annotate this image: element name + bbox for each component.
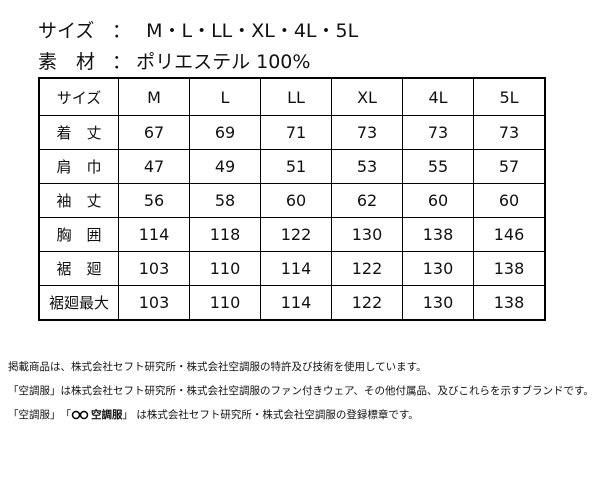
cell: 56: [118, 183, 190, 218]
column-header: XL: [331, 77, 403, 116]
text: 」 は株式会社セフト研究所・株式会社空調服の登録標章です。: [122, 409, 419, 421]
column-header: M: [118, 77, 190, 116]
table-row: 裾廻最大 103 110 114 122 130 138: [38, 285, 546, 321]
footer-note: 「空調服」は株式会社セフト研究所・株式会社空調服のファン付きウェア、その他付属品…: [8, 385, 594, 397]
row-label: 裾廻最大: [38, 285, 119, 321]
cell: 103: [118, 251, 190, 286]
material: ポリエステル 100%: [136, 51, 311, 73]
row-label: 裾 廻: [38, 251, 119, 286]
row-label: 胸 囲: [38, 217, 119, 252]
cell: 138: [473, 251, 546, 286]
cell: 122: [260, 217, 332, 252]
column-header: 4L: [402, 77, 474, 116]
text: 「空調服」 「: [8, 409, 71, 421]
cell: 47: [118, 149, 190, 184]
row-label: 肩 巾: [38, 149, 119, 184]
cell: 60: [473, 183, 546, 218]
cell: 122: [331, 251, 403, 286]
sizes: M・L・LL・XL・4L・5L: [146, 20, 359, 42]
cell: 146: [473, 217, 546, 252]
table-row: 袖 丈 56 58 60 62 60 60: [38, 183, 546, 218]
cell: 114: [260, 251, 332, 286]
cell: 62: [331, 183, 403, 218]
cell: 103: [118, 285, 190, 321]
cell: 73: [331, 115, 403, 150]
cell: 53: [331, 149, 403, 184]
table-row: 胸 囲 114 118 122 130 138 146: [38, 217, 546, 252]
cell: 138: [473, 285, 546, 321]
material-line: 素 材 ： ポリエステル 100%: [38, 47, 310, 74]
cell: 67: [118, 115, 190, 150]
cell: 118: [189, 217, 261, 252]
size-table: サイズ M L LL XL 4L 5L 着 丈 67 69 71 73 73 73 肩 巾 47 49 51 53 5…: [38, 77, 546, 321]
cell: 110: [189, 251, 261, 286]
cell: 138: [402, 217, 474, 252]
cell: 73: [402, 115, 474, 150]
cell: 122: [331, 285, 403, 321]
column-header: サイズ: [38, 77, 119, 116]
cell: 114: [260, 285, 332, 321]
cell: 60: [402, 183, 474, 218]
footer-note: 掲載商品は、株式会社セフト研究所・株式会社空調服の特許及び技術を使用しています。: [8, 361, 427, 373]
logo-icon: [71, 410, 89, 420]
cell: 71: [260, 115, 332, 150]
logo-text: 空調服: [91, 409, 123, 421]
column-header: 5L: [473, 77, 546, 116]
table-row: 肩 巾 47 49 51 53 55 57: [38, 149, 546, 184]
cell: 73: [473, 115, 546, 150]
footer-note: 「空調服」 「 空調服」 は株式会社セフト研究所・株式会社空調服の登録標章です。: [8, 407, 419, 422]
cell: 60: [260, 183, 332, 218]
table-row: 裾 廻 103 110 114 122 130 138: [38, 251, 546, 286]
cell: 69: [189, 115, 261, 150]
cell: 130: [331, 217, 403, 252]
cell: 110: [189, 285, 261, 321]
cell: 57: [473, 149, 546, 184]
row-label: 袖 丈: [38, 183, 119, 218]
cell: 58: [189, 183, 261, 218]
cell: 130: [402, 285, 474, 321]
cell: 51: [260, 149, 332, 184]
cell: 114: [118, 217, 190, 252]
label: サイズ: [38, 20, 95, 42]
table-row: 着 丈 67 69 71 73 73 73: [38, 115, 546, 150]
cell: 49: [189, 149, 261, 184]
header-row: サイズ M L LL XL 4L 5L: [38, 77, 546, 116]
column-header: L: [189, 77, 261, 116]
column-header: LL: [260, 77, 332, 116]
separator: ：: [112, 20, 132, 42]
separator: ：: [112, 51, 132, 73]
sizes-line: サイズ ： M・L・LL・XL・4L・5L: [38, 16, 358, 43]
cell: 55: [402, 149, 474, 184]
cell: 130: [402, 251, 474, 286]
label: 素 材: [38, 51, 96, 73]
row-label: 着 丈: [38, 115, 119, 150]
